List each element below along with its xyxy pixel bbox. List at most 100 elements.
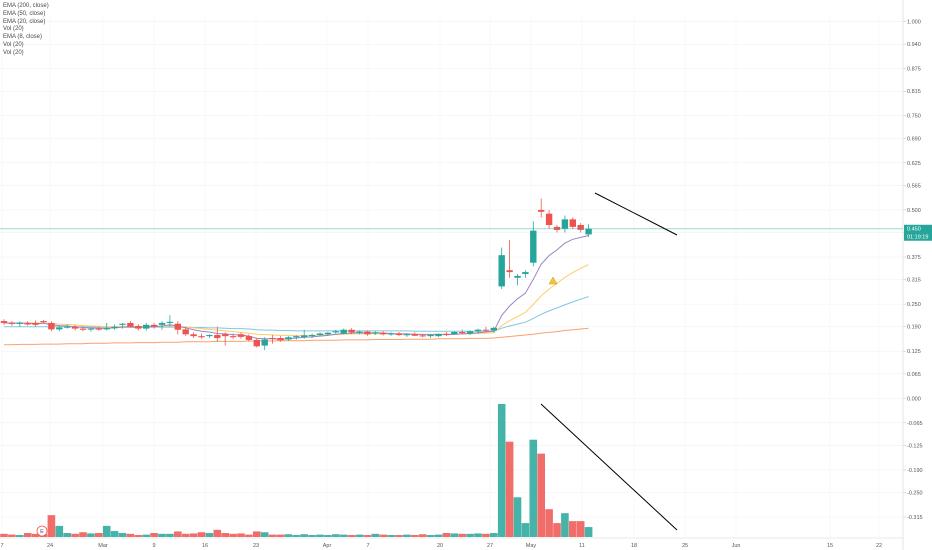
price-tick-label: -0.125 (907, 443, 923, 449)
time-tick-label: 22 (876, 543, 882, 549)
candle-body (245, 336, 253, 340)
candle-body (174, 323, 181, 330)
legend-item[interactable]: EMA (200, close) (3, 3, 49, 9)
volume-bar (332, 534, 340, 537)
time-tick-label: May (526, 543, 537, 549)
price-tick-label: 0.750 (907, 114, 921, 120)
volume-bar (174, 531, 182, 537)
legend-item[interactable]: EMA (20, close) (3, 18, 46, 25)
time-tick-label: 20 (437, 543, 443, 549)
volume-bar (284, 534, 293, 537)
candle-body (561, 219, 569, 229)
candle-body (490, 327, 497, 331)
price-tag-countdown: 01:19:19 (907, 234, 928, 240)
candle-body (143, 324, 150, 329)
candle-body (316, 333, 324, 336)
volume-bar (205, 533, 214, 537)
volume-bar (411, 535, 419, 537)
time-tick-label: 15 (827, 543, 833, 549)
event-marker (36, 525, 48, 537)
candle-body (16, 322, 23, 324)
candle-body (182, 329, 189, 335)
volume-bar (31, 533, 40, 537)
candle-body (166, 321, 174, 323)
candle-body (364, 331, 371, 335)
candle-body (48, 322, 55, 330)
candle-body (127, 322, 134, 327)
volume-bar (221, 533, 229, 537)
price-tick-label: 0.065 (907, 372, 921, 378)
volume-bar (63, 533, 71, 537)
volume-bar (197, 532, 206, 537)
volume-bar (166, 533, 174, 537)
volume-bar (576, 521, 585, 537)
candle-body (577, 224, 584, 230)
price-trendline (594, 192, 678, 236)
volume-bar (347, 535, 356, 537)
candle-body (79, 328, 87, 330)
price-tag (904, 224, 932, 241)
volume-bar (363, 535, 372, 537)
candle-body (119, 323, 126, 325)
candle-body (198, 336, 205, 338)
volume-bar (71, 533, 79, 537)
candle-body (466, 331, 474, 334)
candle-body (222, 334, 229, 337)
volume-bar (189, 533, 198, 537)
volume-bar (260, 532, 269, 537)
volume-bar (458, 533, 466, 537)
time-tick-label: Mar (98, 543, 108, 549)
candle-body (87, 328, 95, 330)
price-tick-label: 0.125 (907, 349, 921, 355)
volume-bar (355, 534, 364, 537)
legend-item[interactable]: Vol (20) (3, 49, 24, 56)
candle-body (158, 322, 166, 325)
candle-body (261, 339, 268, 346)
volume-bar (134, 535, 143, 537)
candle-body (443, 333, 450, 336)
legend-item[interactable]: Vol (20) (3, 26, 24, 33)
candle-body (229, 336, 237, 338)
price-tick-label: -0.190 (907, 468, 923, 474)
candle-body (214, 335, 221, 339)
volume-bar (229, 533, 237, 537)
candle-body (482, 329, 490, 331)
time-tick-label: 16 (202, 543, 208, 549)
volume-bar (482, 533, 490, 537)
time-tick-label: 7 (0, 543, 3, 549)
volume-bar (276, 534, 285, 537)
ema-8-line (4, 235, 589, 340)
candle-body (356, 331, 363, 333)
volume-bar (339, 534, 348, 537)
volume-bar (87, 533, 95, 537)
volume-bar (395, 535, 403, 537)
time-tick-label: 27 (487, 543, 493, 549)
candle-body (150, 324, 158, 327)
time-tick-label: Apr (323, 543, 332, 549)
volume-bar (505, 441, 514, 537)
volume-bar (118, 533, 127, 537)
candle-body (8, 322, 16, 324)
legend-item[interactable]: EMA (8, close) (3, 34, 43, 41)
volume-bar (213, 529, 222, 537)
price-tick-label: 0.625 (907, 161, 921, 167)
volume-bar (316, 534, 324, 537)
volume-bar (426, 535, 435, 537)
price-tick-label: 0.500 (907, 208, 921, 214)
candle-body (253, 339, 260, 347)
candle-body (293, 336, 300, 338)
volume-bar (561, 513, 569, 537)
legend-item[interactable]: Vol (20) (3, 41, 24, 48)
price-tick-label: 0.815 (907, 89, 921, 95)
price-tick-label: 0.250 (907, 302, 921, 308)
volume-bar (0, 533, 8, 537)
time-tick-label: 9 (152, 543, 155, 549)
candle-body (324, 332, 332, 335)
volume-bar (150, 533, 158, 537)
candle-body (380, 332, 387, 335)
volume-bar (95, 533, 103, 537)
legend-item[interactable]: EMA (50, close) (3, 10, 46, 17)
volume-bar (324, 535, 332, 537)
candle-body (237, 334, 245, 337)
